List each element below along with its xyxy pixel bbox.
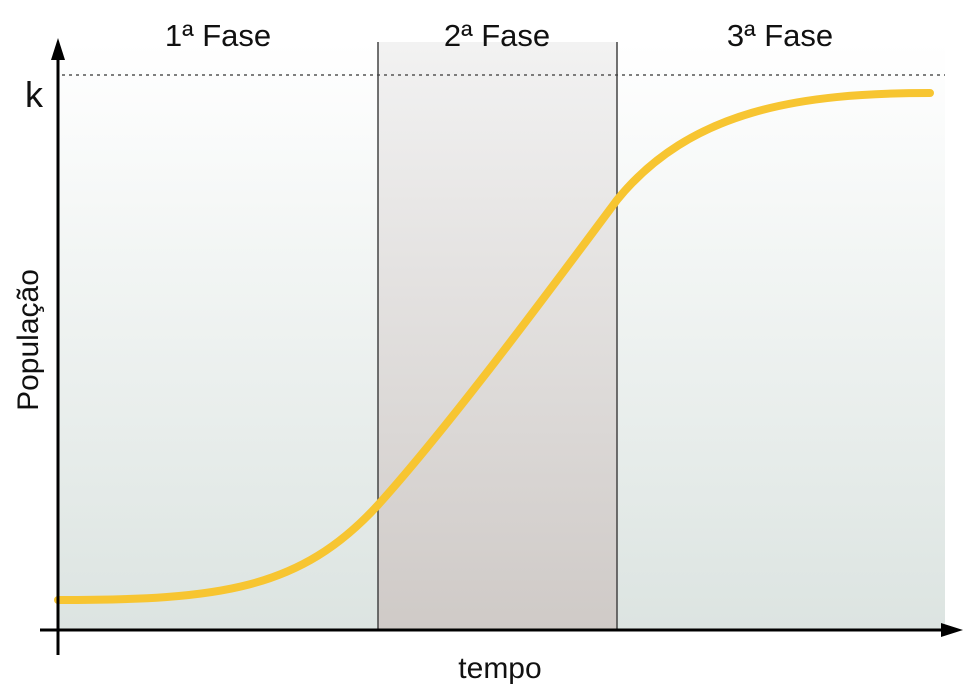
phase-label: 2ª Fase xyxy=(444,18,550,53)
y-axis-label: População xyxy=(12,269,45,411)
phase-3-panel xyxy=(617,42,945,630)
growth-curve xyxy=(54,89,934,604)
y-axis-arrow xyxy=(51,38,65,60)
x-axis-arrow xyxy=(941,623,963,637)
phase-label: 3ª Fase xyxy=(727,18,833,53)
capacity-label: k xyxy=(25,74,44,115)
phase-1-panel xyxy=(58,42,378,630)
phase-2-panel xyxy=(378,42,617,630)
phase-label: 1ª Fase xyxy=(165,18,271,53)
x-axis-label: tempo xyxy=(458,652,541,685)
